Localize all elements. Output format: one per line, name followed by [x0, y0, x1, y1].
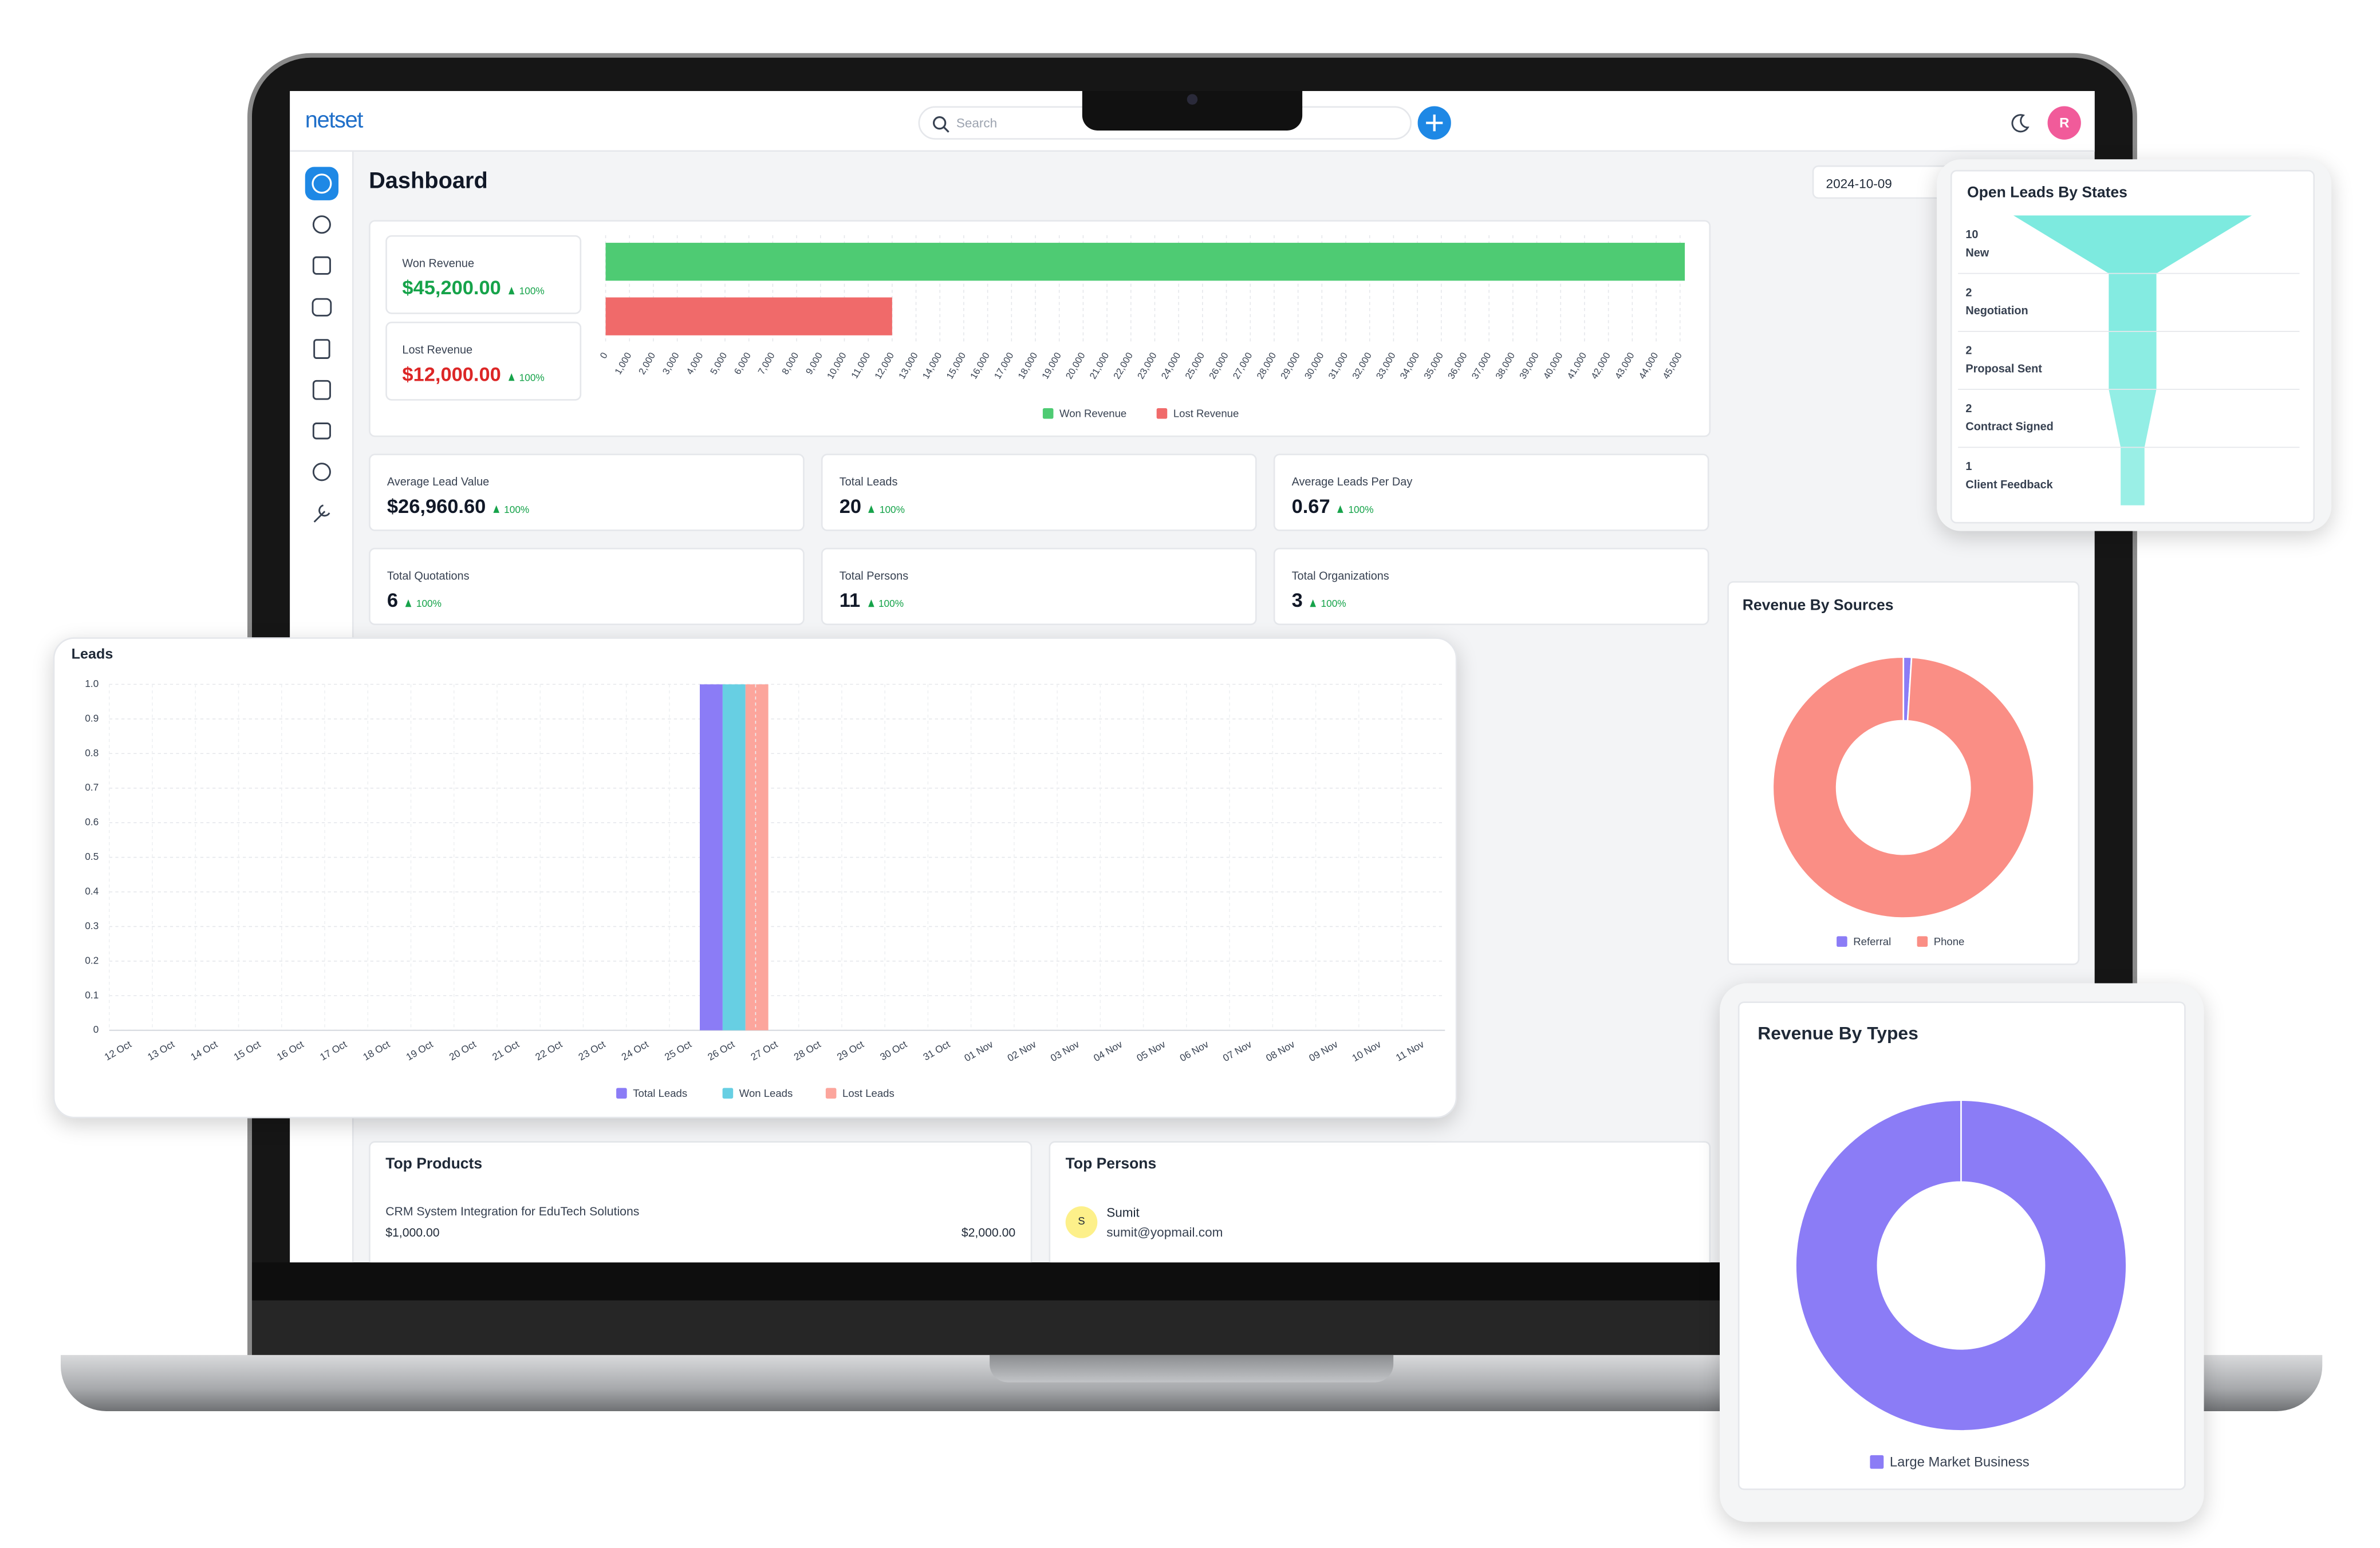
label: Total Leads: [839, 475, 898, 489]
value: $26,960.60: [387, 495, 486, 518]
change: 100%: [1310, 599, 1346, 610]
value: 11: [839, 589, 861, 612]
change: 100%: [1338, 506, 1373, 516]
label: Lost Revenue: [402, 343, 473, 357]
laptop-thumb-notch: [990, 1354, 1394, 1383]
label: Total Organizations: [1291, 568, 1389, 583]
add-button[interactable]: [1417, 106, 1451, 140]
camera: [1187, 94, 1198, 105]
stat-card: Average Leads Per Day 0.67 100%: [1273, 453, 1709, 531]
change: 100%: [509, 373, 545, 384]
card-title: Revenue By Sources: [1742, 598, 1894, 615]
stat-card: Average Lead Value $26,960.60 100%: [369, 453, 805, 531]
search-icon: [932, 116, 949, 133]
value: 0.67: [1291, 495, 1330, 518]
stat-card: Total Persons 11 100%: [821, 547, 1257, 626]
card-title: Open Leads By States: [1967, 185, 2127, 202]
card-title: Top Persons: [1065, 1156, 1157, 1173]
label: Average Leads Per Day: [1291, 475, 1413, 489]
date: 2024-10-09: [1826, 176, 1892, 191]
theme-toggle[interactable]: [2009, 112, 2031, 133]
stat-card: Total Organizations 3 100%: [1273, 547, 1709, 626]
person-email: sumit@yopmail.com: [1106, 1224, 1223, 1240]
leads-card: Leads: [53, 637, 1457, 1119]
stat-card: Total Quotations 6 100%: [369, 547, 805, 626]
change: 100%: [509, 287, 545, 298]
person-name[interactable]: Sumit: [1106, 1205, 1140, 1221]
label: Won Revenue: [402, 256, 475, 270]
stat-card: Total Leads 20 100%: [821, 453, 1257, 531]
card-title: Leads: [71, 646, 113, 664]
value: 3: [1291, 589, 1303, 612]
types-card: Revenue By Types: [1737, 1001, 2186, 1490]
change: 100%: [405, 599, 442, 610]
sources-card: Revenue By Sources: [1727, 581, 2080, 965]
product-price: $1,000.00: [385, 1226, 440, 1240]
card-title: Revenue By Types: [1758, 1022, 1918, 1044]
product-name[interactable]: CRM System Integration for EduTech Solut…: [385, 1205, 640, 1219]
card-title: Top Products: [385, 1156, 483, 1173]
logo[interactable]: netset: [305, 108, 364, 134]
search-placeholder: Search: [956, 115, 998, 131]
value: $12,000.00: [402, 362, 501, 386]
won-revenue: Won Revenue $45,200.00 100%: [385, 235, 582, 314]
page-title: Dashboard: [369, 168, 488, 195]
value: 20: [839, 495, 862, 518]
label: Total Quotations: [387, 568, 470, 583]
lost-revenue: Lost Revenue $12,000.00 100%: [385, 321, 582, 401]
value: $45,200.00: [402, 276, 501, 299]
change: 100%: [494, 506, 529, 516]
sidebar-icons[interactable]: [290, 152, 353, 546]
product-total: $2,000.00: [961, 1226, 1016, 1240]
date-picker[interactable]: 2024-10-09: [1812, 165, 1952, 199]
change: 100%: [869, 506, 905, 516]
person-initial: S: [1065, 1206, 1098, 1238]
value: 6: [387, 589, 399, 612]
label: Average Lead Value: [387, 475, 490, 489]
funnel-card: Open Leads By States: [1950, 169, 2315, 524]
change: 100%: [868, 599, 904, 610]
avatar[interactable]: R: [2047, 106, 2081, 140]
label: Total Persons: [839, 568, 909, 583]
